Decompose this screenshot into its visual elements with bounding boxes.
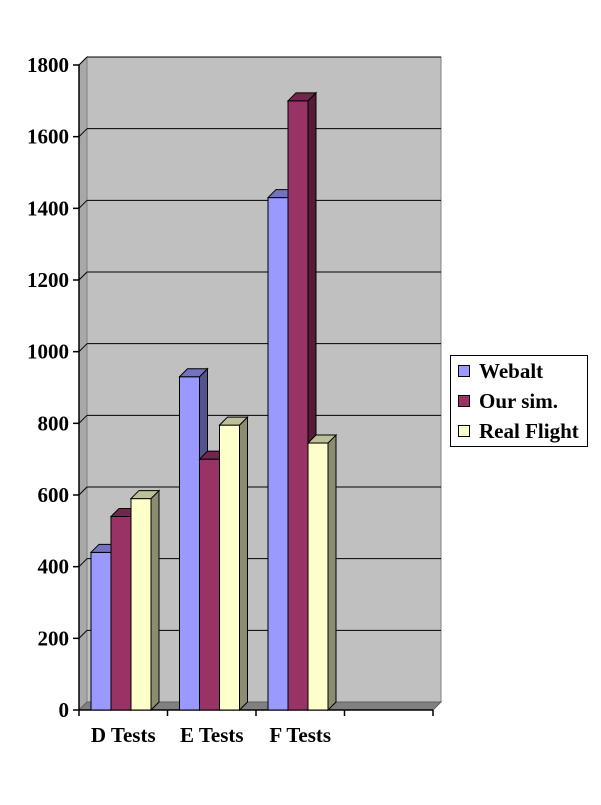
y-tick-label: 600 <box>38 483 70 507</box>
legend-label-real-flight: Real Flight <box>479 418 579 443</box>
bar <box>287 100 309 711</box>
y-tick-label: 1400 <box>27 196 69 220</box>
bar <box>219 424 240 711</box>
bar <box>179 376 200 711</box>
bar-side <box>327 433 337 712</box>
x-tick-label: D Tests <box>91 723 156 747</box>
gridline-diagonal <box>78 343 88 353</box>
bar-top <box>218 416 249 426</box>
bar <box>110 516 132 711</box>
gridline-diagonal <box>78 56 88 66</box>
plot-side-wall <box>78 55 88 712</box>
y-tick-label: 0 <box>59 698 70 722</box>
y-tick-label: 400 <box>38 555 70 579</box>
y-tick-label: 200 <box>38 626 70 650</box>
gridline-diagonal <box>78 486 88 496</box>
legend-item-real-flight: Real Flight <box>458 418 579 443</box>
y-tick-label: 800 <box>38 411 70 435</box>
legend-swatch-webalt <box>458 365 470 377</box>
bar <box>130 498 152 711</box>
gridline-diagonal <box>78 414 88 424</box>
legend-label-our-sim: Our sim. <box>479 388 558 413</box>
y-tick-label: 1800 <box>27 53 69 77</box>
legend-item-webalt: Webalt <box>458 358 544 383</box>
legend-label-webalt: Webalt <box>479 358 544 383</box>
y-tick-label: 1200 <box>27 268 69 292</box>
gridline-diagonal <box>78 629 88 639</box>
gridline-diagonal <box>78 271 88 281</box>
x-tick-label: E Tests <box>180 723 244 747</box>
gridline-diagonal <box>78 558 88 568</box>
y-tick-label: 1600 <box>27 125 69 149</box>
bar-top <box>178 368 209 378</box>
bar-side <box>150 489 160 712</box>
y-tick-label: 1000 <box>27 340 69 364</box>
legend-swatch-real-flight <box>458 425 470 437</box>
bar <box>267 197 289 711</box>
gridline-diagonal <box>78 128 88 138</box>
bar-side <box>239 415 248 712</box>
bar-top <box>306 434 338 444</box>
gridline-diagonal <box>78 199 88 209</box>
legend-swatch-our-sim <box>458 395 470 407</box>
bar <box>90 551 112 711</box>
legend: Webalt Our sim. Real Flight <box>450 355 588 447</box>
legend-item-our-sim: Our sim. <box>458 388 558 413</box>
bar <box>199 458 220 711</box>
x-tick-label: F Tests <box>269 723 331 747</box>
bar-top <box>286 92 318 102</box>
bar <box>307 442 329 711</box>
bar-top <box>129 490 161 500</box>
